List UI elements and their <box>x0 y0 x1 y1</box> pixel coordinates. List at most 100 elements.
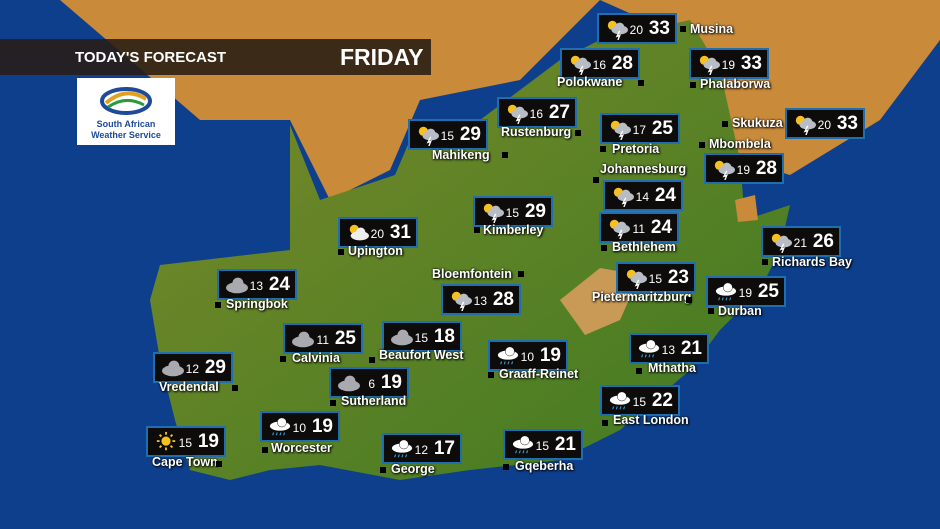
city-marker <box>575 130 581 136</box>
logo-line-1: South African <box>96 119 156 129</box>
min-temp: 15 <box>535 439 549 453</box>
max-temp: 22 <box>651 390 673 411</box>
saws-logo-emblem <box>100 87 152 115</box>
city-marker <box>601 245 607 251</box>
forecast-box-bloemfontein: 13 28 <box>441 284 521 315</box>
max-temp: 28 <box>611 53 633 74</box>
min-temp: 11 <box>316 333 329 347</box>
forecast-box-cape-town: 15 19 <box>146 426 226 457</box>
forecast-box-kimberley: 15 29 <box>473 196 553 227</box>
city-marker <box>722 121 728 127</box>
city-marker <box>686 297 692 303</box>
forecast-box-mbombela: 19 28 <box>704 153 784 184</box>
forecast-box-vredendal: 12 29 <box>153 352 233 383</box>
city-label-durban: Durban <box>718 304 762 318</box>
rain-icon <box>497 346 519 365</box>
city-marker <box>369 357 375 363</box>
city-marker <box>488 372 494 378</box>
city-marker <box>474 227 480 233</box>
city-label-bethlehem: Bethlehem <box>612 240 676 254</box>
city-label-vredendal: Vredendal <box>159 380 219 394</box>
max-temp: 24 <box>268 274 290 295</box>
cloudy-icon <box>162 360 184 377</box>
forecast-box-beaufort-west: 15 18 <box>382 321 462 352</box>
min-temp: 15 <box>414 331 428 345</box>
forecast-box-calvinia: 11 25 <box>283 323 363 354</box>
city-marker <box>602 420 608 426</box>
max-temp: 25 <box>334 328 356 349</box>
max-temp: 19 <box>197 431 219 452</box>
forecast-box-graaff-reinet: 10 19 <box>488 340 568 371</box>
forecast-box-pretoria: 17 25 <box>600 113 680 144</box>
city-marker <box>593 177 599 183</box>
city-label-graaff-reinet: Graaff-Reinet <box>499 367 579 381</box>
forecast-box-polokwane: 16 28 <box>560 48 640 79</box>
max-temp: 31 <box>389 222 411 243</box>
eswatini <box>735 195 758 222</box>
city-label-rustenburg: Rustenburg <box>501 125 572 139</box>
city-label-pietermaritzburg: Pietermaritzburg <box>592 290 692 304</box>
city-marker <box>680 26 686 32</box>
city-marker <box>262 447 268 453</box>
city-marker <box>330 400 336 406</box>
thunder-partly-cloudy-icon <box>609 219 630 239</box>
cloudy-icon <box>226 277 248 294</box>
city-marker <box>636 368 642 374</box>
max-temp: 29 <box>459 124 481 145</box>
min-temp: 19 <box>736 163 750 177</box>
forecast-box-johannesburg: 14 24 <box>603 180 683 211</box>
max-temp: 23 <box>667 267 689 288</box>
city-marker <box>232 385 238 391</box>
city-label-calvinia: Calvinia <box>292 351 340 365</box>
min-temp: 15 <box>648 272 662 286</box>
forecast-box-gqeberha: 15 21 <box>503 429 583 460</box>
city-marker <box>638 80 644 86</box>
forecast-box-worcester: 10 19 <box>260 411 340 442</box>
forecast-box-skukuza: 20 33 <box>785 108 865 139</box>
rain-icon <box>391 439 413 458</box>
thunder-partly-cloudy-icon <box>418 126 439 146</box>
city-label-sutherland: Sutherland <box>341 394 407 408</box>
forecast-box-richards-bay: 21 26 <box>761 226 841 257</box>
thunder-partly-cloudy-icon <box>610 120 631 140</box>
forecast-box-musina: 20 33 <box>597 13 677 44</box>
max-temp: 33 <box>740 53 762 74</box>
min-temp: 16 <box>592 58 606 72</box>
min-temp: 15 <box>178 436 192 450</box>
min-temp: 20 <box>370 227 384 241</box>
min-temp: 13 <box>661 343 675 357</box>
rain-icon <box>638 339 660 358</box>
max-temp: 19 <box>539 345 561 366</box>
logo-line-2: Weather Service <box>91 130 161 140</box>
city-label-mthatha: Mthatha <box>648 361 696 375</box>
min-temp: 21 <box>793 236 807 250</box>
thunder-partly-cloudy-icon <box>613 187 634 207</box>
thunder-partly-cloudy-icon <box>626 269 647 289</box>
city-label-phalaborwa: Phalaborwa <box>700 77 771 91</box>
forecast-box-george: 12 17 <box>382 433 462 464</box>
cloudy-icon <box>391 329 413 346</box>
min-temp: 10 <box>292 421 306 435</box>
city-marker <box>690 82 696 88</box>
cloudy-icon <box>292 331 314 348</box>
city-label-skukuza: Skukuza <box>732 116 783 130</box>
city-label-east-london: East London <box>613 413 689 427</box>
thunder-partly-cloudy-icon <box>507 104 528 124</box>
saws-logo: South African Weather Service <box>77 78 175 145</box>
thunder-partly-cloudy-icon <box>714 160 735 180</box>
min-temp: 15 <box>440 129 454 143</box>
max-temp: 25 <box>651 118 673 139</box>
city-label-upington: Upington <box>348 244 403 258</box>
rain-icon <box>269 417 291 436</box>
city-label-musina: Musina <box>690 22 734 36</box>
min-temp: 15 <box>505 206 519 220</box>
city-marker <box>215 302 221 308</box>
forecast-box-bethlehem: 11 24 <box>599 212 679 243</box>
max-temp: 33 <box>836 113 858 134</box>
city-label-gqeberha: Gqeberha <box>515 459 574 473</box>
cloudy-icon <box>338 375 360 392</box>
max-temp: 21 <box>680 338 702 359</box>
forecast-box-rustenburg: 16 27 <box>497 97 577 128</box>
max-temp: 29 <box>204 357 226 378</box>
city-label-springbok: Springbok <box>226 297 288 311</box>
